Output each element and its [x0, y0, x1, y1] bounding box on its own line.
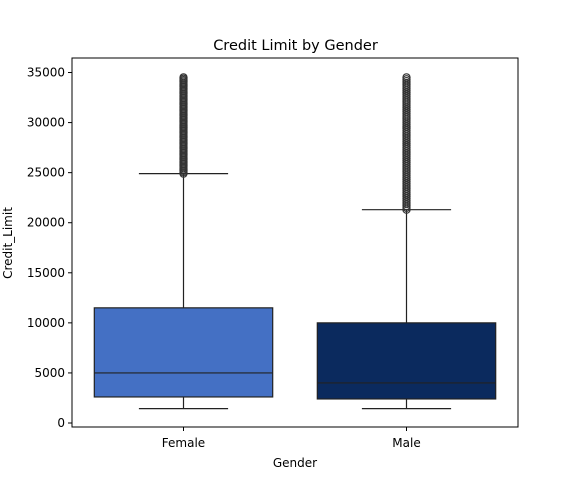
y-tick-label: 15000	[27, 266, 65, 280]
y-axis: 0 5000 10000 15000 20000 25000 30000 35000	[27, 66, 72, 430]
x-tick-label: Female	[162, 436, 205, 450]
outlier-point	[402, 73, 411, 82]
y-tick-label: 10000	[27, 316, 65, 330]
y-tick-label: 25000	[27, 166, 65, 180]
y-tick-label: 35000	[27, 66, 65, 80]
chart-title: Credit Limit by Gender	[213, 38, 378, 54]
x-tick-label: Male	[392, 436, 420, 450]
plot-frame	[71, 57, 519, 428]
iqr-box	[93, 307, 274, 398]
outlier-point	[179, 73, 188, 82]
x-axis-label: Gender	[273, 456, 317, 470]
y-axis-label: Credit_Limit	[1, 207, 15, 279]
x-axis: Female Male	[162, 427, 421, 450]
plot-marks	[93, 73, 497, 410]
y-tick-label: 5000	[34, 366, 65, 380]
box-group-male	[316, 73, 497, 410]
y-tick-label: 20000	[27, 216, 65, 230]
iqr-box	[316, 322, 497, 400]
y-tick-label: 0	[57, 416, 65, 430]
box-group-female	[93, 73, 274, 410]
y-tick-label: 30000	[27, 116, 65, 130]
